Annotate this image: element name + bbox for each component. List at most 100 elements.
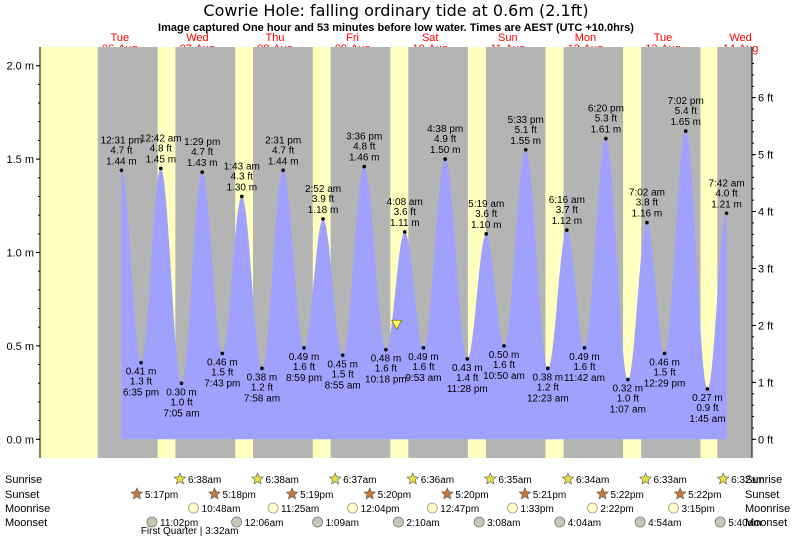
tide-time-label: 7:43 pm	[204, 378, 240, 389]
tide-ft-label: 5.1 ft	[515, 125, 537, 136]
moonrise-icon	[668, 502, 679, 514]
tide-point	[443, 157, 447, 161]
moonset-icon	[146, 516, 158, 528]
tide-time-label: 12:42 am	[140, 133, 182, 144]
sunset-icon	[285, 487, 299, 500]
tide-ft-label: 1.6 ft	[573, 362, 595, 373]
moonrise-time: 11:25am	[281, 504, 319, 515]
y-tick-label-m: 0.0 m	[6, 434, 34, 446]
tide-point	[502, 344, 506, 348]
tide-point	[281, 168, 285, 173]
moonrise-time: 12:47pm	[440, 504, 479, 515]
tide-extremes: 12:31 pm4.7 ft1.44 m0.41 m1.3 ft6:35 pm1…	[101, 96, 745, 425]
tide-time-label: 1:45 am	[689, 414, 725, 425]
sunrise-time: 6:36am	[421, 475, 454, 486]
tide-point	[484, 232, 489, 236]
tide-time-label: 3:36 pm	[346, 132, 382, 143]
tide-m-label: 1.55 m	[510, 136, 541, 147]
tide-m-label: 1.21 m	[711, 199, 742, 210]
tide-time-label: 1:29 pm	[184, 137, 220, 148]
tide-m-label: 1.61 m	[591, 125, 622, 136]
sunrise-icon	[173, 472, 187, 485]
tide-m-label: 0.30 m	[166, 387, 197, 398]
tide-point	[340, 353, 345, 358]
tide-area	[121, 131, 727, 440]
y-tick-label-m: 1.5 m	[6, 154, 34, 166]
tide-time-label: 11:42 am	[564, 373, 605, 384]
sunset-icon	[208, 487, 221, 500]
tide-point	[362, 164, 367, 169]
tide-m-label: 0.49 m	[408, 352, 439, 363]
y-tick-label-ft: 6 ft	[758, 93, 773, 105]
tide-point	[465, 357, 470, 361]
tide-point	[582, 345, 587, 350]
moonset-time: 12:06am	[245, 518, 284, 529]
tide-time-label: 1:07 am	[610, 405, 646, 416]
tide-point	[705, 387, 710, 391]
tide-m-label: 0.27 m	[692, 393, 723, 404]
moonrise-row-label: Moonrise	[5, 503, 50, 515]
moonset-icon	[473, 516, 485, 528]
day-name-label: Wed	[186, 32, 208, 44]
moonset-time: 3:08am	[487, 518, 520, 529]
current-tide-marker	[391, 319, 403, 331]
tide-point	[158, 166, 163, 171]
y-tick-label-ft: 5 ft	[758, 150, 773, 162]
tide-ft-label: 5.3 ft	[595, 114, 617, 125]
sunset-icon	[363, 487, 377, 500]
moonset-time: 5:40am	[728, 518, 761, 529]
y-tick-label-m: 0.5 m	[6, 341, 34, 353]
sunset-time: 5:20pm	[455, 490, 488, 501]
tide-time-label: 11:28 pm	[447, 384, 488, 395]
tide-m-label: 1.30 m	[226, 182, 257, 193]
tide-point	[220, 351, 225, 356]
tide-time-label: 4:08 am	[387, 197, 423, 208]
tide-point	[724, 211, 729, 216]
tide-ft-label: 1.2 ft	[251, 382, 273, 393]
tide-m-label: 0.38 m	[247, 372, 278, 383]
moonset-row-label-right: Moonset	[745, 517, 787, 529]
tide-time-label: 2:31 pm	[265, 135, 301, 146]
tide-ft-label: 1.3 ft	[130, 377, 152, 388]
tide-ft-label: 4.0 ft	[715, 188, 737, 199]
tide-ft-label: 4.7 ft	[110, 145, 132, 156]
moonrise-icon	[188, 502, 199, 514]
astro-table: Sunrise Sunrise 6:38am 6:38am 6:37am 6:36am 6:…	[5, 472, 790, 537]
tide-point	[604, 136, 608, 141]
tide-time-label: 5:33 pm	[508, 115, 544, 126]
tide-m-label: 1.11 m	[390, 218, 420, 229]
tide-time-label: 8:55 am	[325, 380, 361, 391]
tide-ft-label: 1.0 ft	[170, 397, 192, 408]
sunset-time: 5:18pm	[222, 490, 255, 501]
y-tick-label-ft: 2 ft	[758, 320, 773, 332]
tide-ft-label: 3.9 ft	[312, 194, 334, 205]
tide-m-label: 1.43 m	[187, 158, 218, 169]
sunrise-row-label-right: Sunrise	[745, 474, 782, 486]
y-tick-label-ft: 1 ft	[758, 377, 773, 389]
sunrise-icon	[639, 472, 652, 485]
day-name-label: Sat	[422, 32, 439, 44]
moonset-icon	[392, 516, 404, 528]
tide-time-label: 7:42 am	[708, 178, 744, 189]
y-tick-label-m: 1.0 m	[6, 248, 34, 260]
tide-ft-label: 4.9 ft	[434, 134, 456, 145]
moonset-icon	[312, 516, 324, 528]
day-name-label: Wed	[729, 32, 751, 44]
sunset-row-label-right: Sunset	[745, 489, 779, 501]
tide-time-label: 12:23 am	[527, 393, 569, 404]
sunset-icon	[596, 487, 609, 500]
moonset-time: 1:09am	[326, 518, 359, 529]
tide-point	[179, 381, 184, 386]
moonrise-time: 2:22pm	[600, 504, 633, 515]
sunrise-time: 6:33am	[654, 475, 687, 486]
tide-ft-label: 5.4 ft	[675, 106, 697, 117]
tide-point	[546, 366, 550, 371]
tide-ft-label: 1.2 ft	[537, 382, 559, 393]
tide-point	[626, 377, 630, 382]
y-tick-label-ft: 3 ft	[758, 263, 773, 275]
tide-time-label: 2:52 am	[305, 184, 341, 195]
tide-m-label: 0.41 m	[126, 367, 157, 378]
tide-time-label: 6:20 pm	[588, 104, 624, 115]
moon-phase-label: First Quarter | 3:32am	[141, 526, 239, 537]
